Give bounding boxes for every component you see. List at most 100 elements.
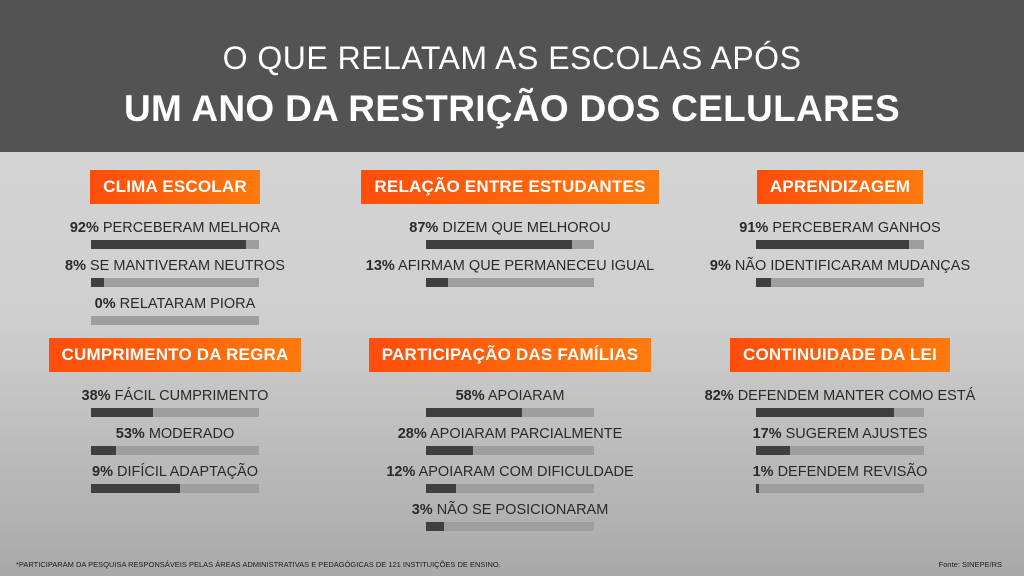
bar-item: 9% DIFÍCIL ADAPTAÇÃO xyxy=(25,464,325,502)
bar-track xyxy=(91,278,259,287)
bar-track xyxy=(91,484,259,493)
bar-track xyxy=(426,446,594,455)
bar-text: DIZEM QUE MELHOROU xyxy=(442,220,611,236)
bar-item: 82% DEFENDEM MANTER COMO ESTÁ xyxy=(690,388,990,426)
bar-text: NÃO IDENTIFICARAM MUDANÇAS xyxy=(734,258,971,274)
bar-label: 8% SE MANTIVERAM NEUTROS xyxy=(0,258,365,274)
bar-track xyxy=(756,484,924,493)
panel-title-badge: CUMPRIMENTO DA REGRA xyxy=(48,338,302,372)
bar-label: 3% NÃO SE POSICIONARAM xyxy=(320,502,700,518)
bar-fill xyxy=(426,278,448,287)
panel-title-wrap: APRENDIZAGEM xyxy=(690,170,990,204)
bar-track xyxy=(426,408,594,417)
bar-fill xyxy=(426,240,573,249)
bar-track xyxy=(756,408,924,417)
bar-label: 9% DIFÍCIL ADAPTAÇÃO xyxy=(0,464,365,480)
header-banner: O QUE RELATAM AS ESCOLAS APÓS UM ANO DA … xyxy=(0,0,1024,152)
bar-item: 38% FÁCIL CUMPRIMENTO xyxy=(25,388,325,426)
bar-item: 8% SE MANTIVERAM NEUTROS xyxy=(25,258,325,296)
bar-track xyxy=(91,408,259,417)
bar-percent: 28% xyxy=(397,426,427,442)
bar-fill xyxy=(756,240,909,249)
bar-fill xyxy=(91,240,246,249)
bar-text: DEFENDEM REVISÃO xyxy=(777,464,928,480)
panel-title-badge: PARTICIPAÇÃO DAS FAMÍLIAS xyxy=(368,338,652,372)
bar-fill xyxy=(91,484,181,493)
bar-label: 9% NÃO IDENTIFICARAM MUDANÇAS xyxy=(650,258,1024,274)
bar-label: 0% RELATARAM PIORA xyxy=(0,296,365,312)
bar-item: 17% SUGEREM AJUSTES xyxy=(690,426,990,464)
bar-label: 12% APOIARAM COM DIFICULDADE xyxy=(320,464,700,480)
bar-fill xyxy=(756,408,894,417)
bar-track xyxy=(756,446,924,455)
bar-label: 28% APOIARAM PARCIALMENTE xyxy=(320,426,700,442)
footnote: *PARTICIPARAM DA PESQUISA RESPONSÁVEIS P… xyxy=(16,560,501,569)
panel-title-wrap: PARTICIPAÇÃO DAS FAMÍLIAS xyxy=(360,338,660,372)
bar-percent: 9% xyxy=(92,464,113,480)
bar-track xyxy=(426,278,594,287)
panel-title-wrap: CUMPRIMENTO DA REGRA xyxy=(25,338,325,372)
bar-item: 53% MODERADO xyxy=(25,426,325,464)
bar-item: 3% NÃO SE POSICIONARAM xyxy=(360,502,660,540)
panel-3: CUMPRIMENTO DA REGRA 38% FÁCIL CUMPRIMENT… xyxy=(25,338,325,493)
bar-label: 13% AFIRMAM QUE PERMANECEU IGUAL xyxy=(320,258,700,274)
bar-percent: 38% xyxy=(81,388,111,404)
bar-track xyxy=(756,240,924,249)
bar-percent: 91% xyxy=(739,220,769,236)
bar-fill xyxy=(426,484,457,493)
bar-text: RELATARAM PIORA xyxy=(119,296,256,312)
bar-track xyxy=(426,240,594,249)
bar-item: 9% NÃO IDENTIFICARAM MUDANÇAS xyxy=(690,258,990,296)
bar-percent: 1% xyxy=(752,464,774,480)
panel-5: CONTINUIDADE DA LEI 82% DEFENDEM MANTER C… xyxy=(690,338,990,493)
bar-text: AFIRMAM QUE PERMANECEU IGUAL xyxy=(398,258,655,274)
panel-4: PARTICIPAÇÃO DAS FAMÍLIAS 58% APOIARAM 28%… xyxy=(360,338,660,531)
bar-text: APOIARAM COM DIFICULDADE xyxy=(418,464,634,480)
bar-fill xyxy=(426,408,522,417)
bar-label: 92% PERCEBERAM MELHORA xyxy=(0,220,365,236)
bar-text: APOIARAM xyxy=(487,388,565,404)
title-line-2: UM ANO DA RESTRIÇÃO DOS CELULARES xyxy=(124,88,900,129)
bar-fill xyxy=(756,484,760,493)
bar-text: FÁCIL CUMPRIMENTO xyxy=(114,388,269,404)
bar-percent: 17% xyxy=(752,426,782,442)
bar-percent: 3% xyxy=(411,502,433,518)
bar-item: 1% DEFENDEM REVISÃO xyxy=(690,464,990,502)
bar-track xyxy=(426,484,594,493)
panel-1: RELAÇÃO ENTRE ESTUDANTES 87% DIZEM QUE ME… xyxy=(360,170,660,287)
bar-fill xyxy=(756,278,772,287)
bar-fill xyxy=(91,408,154,417)
bar-text: NÃO SE POSICIONARAM xyxy=(436,502,609,518)
bar-percent: 0% xyxy=(94,296,116,312)
bar-text: DEFENDEM MANTER COMO ESTÁ xyxy=(737,388,976,404)
bar-percent: 9% xyxy=(709,258,731,274)
bar-label: 82% DEFENDEM MANTER COMO ESTÁ xyxy=(650,388,1024,404)
panel-2: APRENDIZAGEM 91% PERCEBERAM GANHOS 9% NÃO … xyxy=(690,170,990,287)
panel-title-badge: CLIMA ESCOLAR xyxy=(90,170,260,204)
bar-fill xyxy=(426,522,445,531)
panel-0: CLIMA ESCOLAR 92% PERCEBERAM MELHORA 8% SE… xyxy=(25,170,325,325)
panel-title-wrap: RELAÇÃO ENTRE ESTUDANTES xyxy=(360,170,660,204)
bar-track xyxy=(91,240,259,249)
bar-text: PERCEBERAM GANHOS xyxy=(772,220,941,236)
bar-fill xyxy=(91,278,105,287)
bar-text: DIFÍCIL ADAPTAÇÃO xyxy=(117,464,258,480)
bar-fill xyxy=(426,446,474,455)
bar-item: 92% PERCEBERAM MELHORA xyxy=(25,220,325,258)
bar-item: 13% AFIRMAM QUE PERMANECEU IGUAL xyxy=(360,258,660,296)
bar-label: 1% DEFENDEM REVISÃO xyxy=(650,464,1024,480)
bar-text: MODERADO xyxy=(148,426,235,442)
source-credit: Fonte: SINEPE/RS xyxy=(938,560,1002,569)
bar-fill xyxy=(756,446,790,455)
panel-title-wrap: CONTINUIDADE DA LEI xyxy=(690,338,990,372)
bar-item: 28% APOIARAM PARCIALMENTE xyxy=(360,426,660,464)
bar-text: PERCEBERAM MELHORA xyxy=(102,220,281,236)
bar-track xyxy=(426,522,594,531)
bar-label: 53% MODERADO xyxy=(0,426,365,442)
bar-label: 17% SUGEREM AJUSTES xyxy=(650,426,1024,442)
bar-text: SE MANTIVERAM NEUTROS xyxy=(90,258,285,274)
bar-percent: 13% xyxy=(365,258,395,274)
title-line-1: O QUE RELATAM AS ESCOLAS APÓS xyxy=(222,40,802,76)
bar-item: 58% APOIARAM xyxy=(360,388,660,426)
bar-percent: 58% xyxy=(455,388,485,404)
